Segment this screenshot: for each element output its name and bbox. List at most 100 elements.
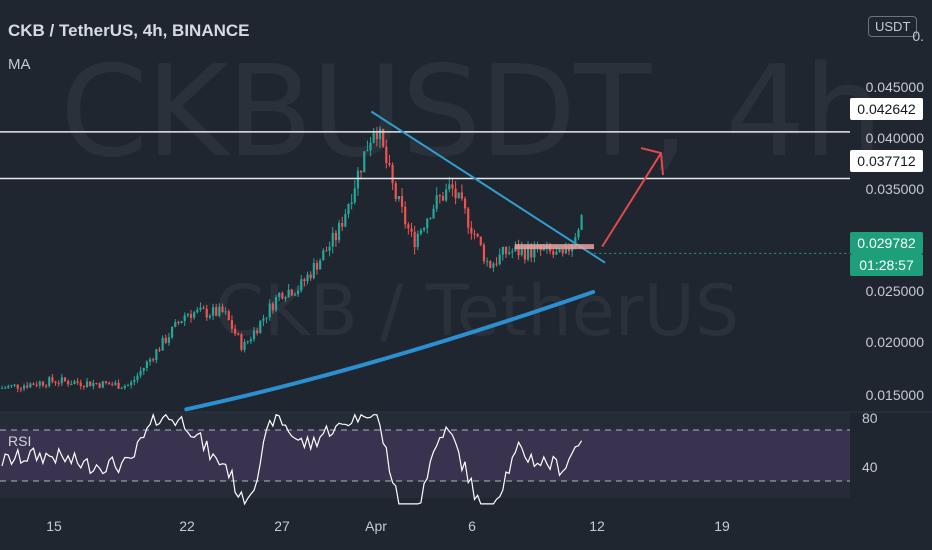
candle-body — [32, 383, 35, 385]
candle-body — [360, 170, 363, 173]
candle-body — [378, 128, 382, 140]
candle-body — [407, 224, 410, 229]
price-scale-label-partial: 0. — [912, 28, 924, 44]
rsi-level-upper: 80 — [862, 410, 878, 426]
candle-body — [101, 381, 104, 388]
candle-body — [95, 382, 98, 384]
price-scale-label: 0.045000 — [865, 79, 924, 95]
target-arrow-head — [640, 147, 664, 176]
candle-body — [347, 204, 350, 215]
candle-body — [284, 297, 287, 299]
time-axis-label: 22 — [179, 518, 195, 534]
candle-body — [567, 247, 571, 252]
candle-body — [290, 289, 293, 296]
candle-body — [237, 333, 240, 335]
candle-body — [328, 246, 331, 251]
candle-body — [429, 218, 432, 220]
candle-body — [533, 246, 536, 258]
candle-body — [375, 132, 378, 140]
candle-body — [108, 382, 111, 385]
rsi-level-lower: 40 — [862, 459, 878, 475]
candle-body — [142, 367, 145, 371]
candle-body — [205, 308, 208, 318]
chart-title[interactable]: CKB / TetherUS, 4h, BINANCE — [8, 21, 250, 40]
price-scale-label: 0.035000 — [865, 181, 924, 197]
candle-body — [366, 150, 369, 152]
candle-body — [451, 184, 454, 189]
candle-body — [51, 377, 54, 382]
candle-body — [48, 377, 51, 387]
candle-body — [82, 385, 85, 388]
resistance-lower-tag[interactable]: 0.037712 — [850, 150, 923, 172]
candle-body — [193, 312, 196, 318]
candle-body — [271, 303, 274, 311]
candle-body — [555, 251, 558, 255]
price-scale-label: 0.040000 — [865, 130, 924, 146]
candle-body — [130, 382, 133, 386]
candle-body — [252, 330, 256, 340]
candle-body — [230, 320, 234, 329]
candle-body — [215, 307, 218, 316]
candle-body — [70, 384, 73, 386]
candle-body — [297, 290, 300, 295]
candle-body — [63, 377, 67, 382]
candle-body — [211, 307, 215, 316]
candle-body — [438, 195, 441, 197]
resistance-upper-tag[interactable]: 0.042642 — [850, 98, 923, 120]
candle-body — [268, 303, 271, 318]
candle-body — [114, 382, 117, 385]
candle-body — [10, 385, 13, 387]
candle-body — [372, 132, 375, 143]
candle-body — [463, 198, 467, 209]
candle-body — [385, 146, 388, 164]
candle-body — [341, 223, 344, 227]
candle-body — [259, 320, 262, 334]
candle-body — [246, 341, 249, 343]
candle-body — [76, 381, 79, 383]
candle-body — [38, 381, 41, 386]
candle-body — [435, 195, 438, 209]
time-axis-label: 6 — [468, 518, 476, 534]
candle-body — [410, 228, 413, 232]
candle-body — [397, 196, 400, 200]
candle-body — [67, 381, 70, 385]
candle-body — [419, 229, 423, 234]
candle-body — [274, 297, 278, 311]
candle-body — [79, 382, 82, 386]
candle-body — [29, 383, 32, 388]
candle-body — [133, 379, 136, 383]
candle-body — [331, 232, 334, 247]
candle-body — [448, 184, 451, 190]
currency-button[interactable]: USDT — [868, 16, 918, 37]
candle-body — [196, 309, 199, 313]
candle-body — [98, 383, 101, 388]
candle-body — [432, 208, 435, 219]
candle-body — [467, 208, 470, 228]
candle-body — [356, 170, 360, 189]
candle-body — [287, 289, 290, 298]
candle-body — [501, 246, 504, 255]
candle-body — [520, 248, 523, 256]
candle-body — [224, 311, 227, 313]
candle-body — [189, 314, 193, 318]
candle-body — [369, 142, 372, 151]
candle-body — [293, 294, 297, 296]
candle-body — [404, 206, 407, 225]
candle-body — [145, 361, 148, 368]
candle-body — [511, 251, 514, 253]
candle-body — [574, 237, 577, 244]
candle-body — [174, 322, 177, 327]
candle-body — [41, 381, 45, 386]
last-price-tag[interactable]: 0.029782 — [850, 232, 923, 254]
indicator-ma-label[interactable]: MA — [8, 56, 31, 73]
time-axis-label: 27 — [274, 518, 290, 534]
candle-body — [161, 337, 164, 351]
candle-body — [148, 359, 152, 362]
candle-body — [300, 279, 303, 291]
indicator-rsi-label[interactable]: RSI — [8, 433, 32, 449]
candle-body — [136, 375, 139, 380]
time-axis-label: 12 — [589, 518, 605, 534]
candle-body — [577, 229, 580, 238]
